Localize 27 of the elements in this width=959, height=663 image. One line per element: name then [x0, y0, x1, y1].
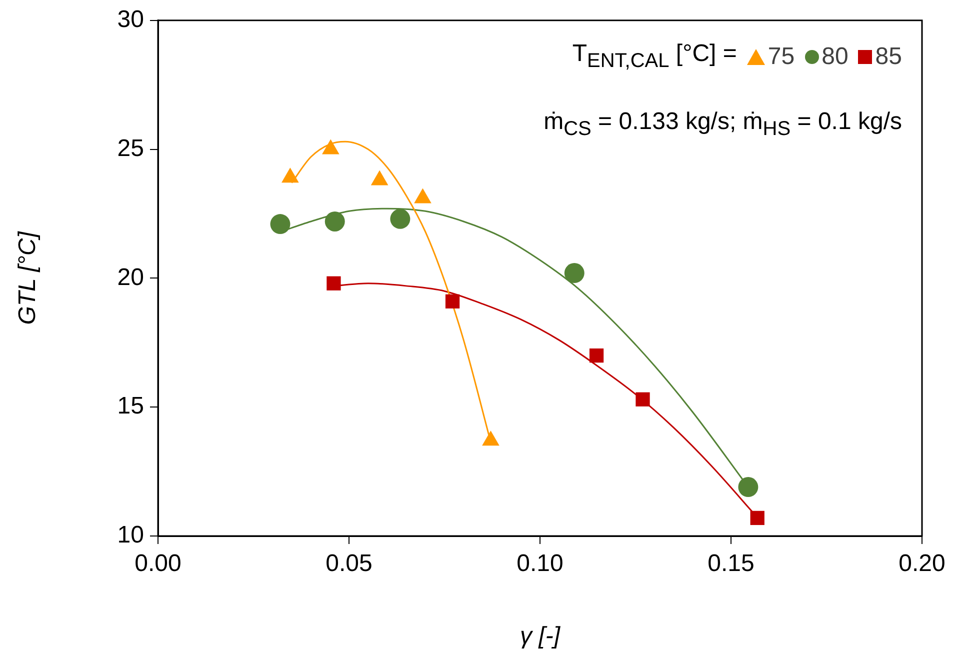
- point: [324, 211, 345, 232]
- point: [270, 214, 290, 234]
- y-axis-title: GTL [°C]: [14, 230, 42, 325]
- y-tick-label: 20: [117, 264, 144, 291]
- point: [390, 208, 410, 229]
- point: [750, 510, 764, 526]
- x-tick-label: 0.05: [326, 550, 372, 578]
- x-tick-label: 0.00: [134, 550, 182, 578]
- y-tick-label: 10: [117, 522, 144, 549]
- x-tick-label: 0.15: [708, 550, 754, 578]
- x-tick-label: 0.20: [898, 550, 946, 578]
- x-axis-title: γ [-]: [520, 622, 562, 650]
- y-tick-label: 30: [117, 6, 144, 34]
- y-tick-label: 25: [117, 134, 144, 162]
- y-tick-label: 15: [117, 392, 144, 420]
- annotation: ṁ$_{CS}$ = 0.133 kg/s; ṁ$_{HS}$ = 0.1 kg/s: [544, 108, 902, 142]
- point: [326, 276, 341, 290]
- point: [636, 392, 650, 406]
- point: [738, 477, 758, 498]
- x-tick-label: 0.10: [516, 550, 564, 578]
- legend-title: T$_{ENT,CAL}$ [°C] =: [572, 40, 737, 74]
- point: [564, 263, 584, 284]
- legend-label: 80: [822, 42, 848, 71]
- point: [589, 348, 604, 363]
- legend-label: 75: [768, 42, 795, 71]
- point: [445, 294, 460, 308]
- legend-label: 85: [875, 42, 902, 71]
